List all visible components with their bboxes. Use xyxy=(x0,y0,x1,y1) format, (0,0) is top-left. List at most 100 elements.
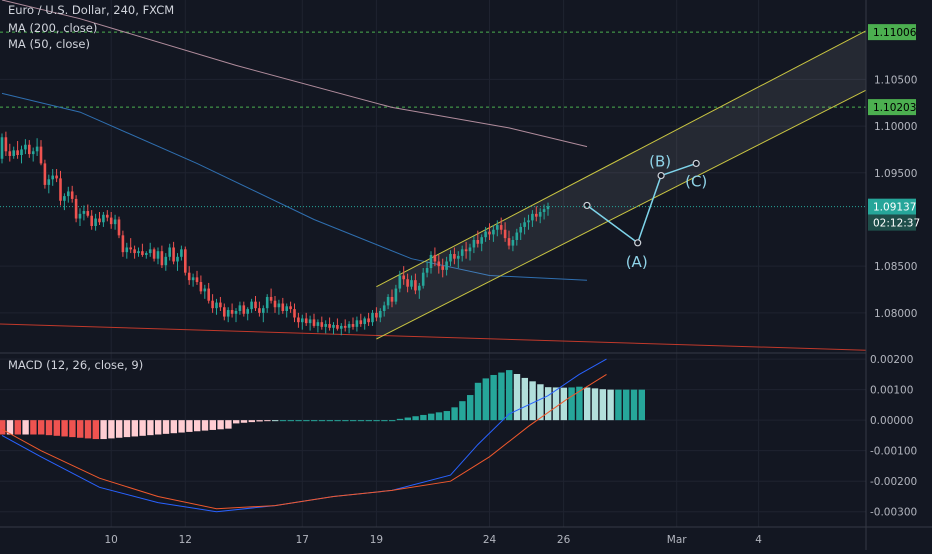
macd-histogram-bar xyxy=(194,420,201,432)
macd-tick-label: 0.00100 xyxy=(870,385,913,397)
candle-body xyxy=(336,324,339,329)
candle-body xyxy=(254,301,257,309)
macd-histogram-bar xyxy=(61,420,68,437)
macd-histogram-bar xyxy=(6,420,14,435)
macd-histogram-bar xyxy=(162,420,170,434)
candle-body xyxy=(20,149,23,156)
level-price-tag xyxy=(868,24,916,41)
candle-body xyxy=(546,206,550,210)
macd-histogram-bar xyxy=(615,389,622,421)
price-tick-label: 1.10500 xyxy=(874,74,917,86)
macd-histogram-bar xyxy=(607,389,614,421)
candle-body xyxy=(351,324,355,327)
macd-histogram-bar xyxy=(365,420,372,422)
candle-body xyxy=(207,288,210,301)
candle-body xyxy=(453,254,456,259)
candle-body xyxy=(137,251,140,254)
macd-histogram-bar xyxy=(568,387,575,421)
time-tick-label: 26 xyxy=(557,534,571,546)
macd-histogram-bar xyxy=(545,387,552,421)
candle-body xyxy=(496,225,499,230)
macd-histogram-bar xyxy=(45,420,53,436)
wave-projection-line xyxy=(586,162,697,245)
candle-body xyxy=(425,268,429,273)
macd-histogram-bar xyxy=(498,372,505,421)
macd-histogram-bar xyxy=(404,417,411,421)
candle-body xyxy=(312,319,316,326)
macd-histogram-bar xyxy=(170,420,177,434)
macd-histogram-bar xyxy=(92,420,99,440)
candle-body xyxy=(297,317,300,323)
countdown-tag-text: 02:12:37 xyxy=(873,218,920,230)
candle-body xyxy=(538,211,542,217)
candle-body xyxy=(375,312,378,318)
ma200-legend[interactable]: MA (200, close) xyxy=(8,21,98,35)
macd-histogram-bar xyxy=(420,414,427,421)
axis-labels: 1.10500 1.10000 1.09500 1.08500 1.08000 0.002… xyxy=(105,24,920,546)
symbol-legend[interactable]: Euro / U.S. Dollar, 240, FXCM xyxy=(8,3,175,17)
macd-tick-label: -0.00100 xyxy=(870,446,917,458)
candle-body xyxy=(542,209,546,212)
candle-body xyxy=(523,222,526,227)
macd-histogram-bar xyxy=(201,420,209,431)
time-tick-label: Mar xyxy=(667,534,687,546)
candle-body xyxy=(125,247,129,253)
macd-histogram-bar xyxy=(225,420,232,429)
candle-body xyxy=(55,175,58,179)
candle-body xyxy=(121,235,125,253)
macd-histogram-bar xyxy=(69,420,76,438)
macd-histogram-bar xyxy=(482,378,489,421)
macd-histogram-bar xyxy=(342,420,349,422)
last-price-tag xyxy=(868,198,916,215)
wave-label-b: (B) xyxy=(649,153,671,171)
macd-histogram-bar xyxy=(552,387,560,421)
macd-histogram-bar xyxy=(357,420,365,422)
candle-body xyxy=(484,231,487,238)
candle-body xyxy=(386,296,390,306)
candle-body xyxy=(215,302,218,309)
candle-body xyxy=(74,198,78,219)
macd-histogram-bar xyxy=(14,420,21,435)
candle-body xyxy=(519,226,522,233)
candle-body xyxy=(347,324,351,328)
macd-tick-label: 0.00000 xyxy=(870,415,913,427)
candle-body xyxy=(250,301,253,310)
candle-body xyxy=(379,310,382,318)
candle-body xyxy=(511,240,515,246)
macd-histogram-bar xyxy=(272,420,279,422)
candle-body xyxy=(168,247,171,257)
candle-body xyxy=(109,217,113,225)
candle-body xyxy=(433,254,437,262)
candle-body xyxy=(367,318,370,323)
macd-histogram-bar xyxy=(311,420,318,422)
candle-body xyxy=(445,261,448,270)
candle-body xyxy=(141,251,144,255)
candle-body xyxy=(117,219,121,236)
candle-body xyxy=(492,229,495,235)
macd-tick-label: 0.00200 xyxy=(870,354,913,366)
candle-body xyxy=(390,296,394,302)
candle-body xyxy=(82,211,86,214)
macd-histogram-bar xyxy=(147,420,154,436)
macd-histogram-bar xyxy=(38,420,45,435)
macd-histogram-bar xyxy=(521,377,528,421)
candle-body xyxy=(429,254,433,269)
macd-histogram-bar xyxy=(30,420,37,435)
candle-body xyxy=(285,306,288,311)
candle-body xyxy=(398,275,402,289)
ma50-legend[interactable]: MA (50, close) xyxy=(8,37,90,51)
level-price-tag xyxy=(868,99,916,116)
candle-body xyxy=(156,251,160,259)
candle-body xyxy=(35,146,39,152)
macd-histogram-bar xyxy=(373,420,380,422)
candle-body xyxy=(418,285,421,291)
candle-body xyxy=(16,150,19,156)
candle-body xyxy=(0,137,4,159)
candle-body xyxy=(503,229,507,239)
macd-legend[interactable]: MACD (12, 26, close, 9) xyxy=(8,358,144,372)
candle-body xyxy=(187,272,191,281)
macd-histogram-bar xyxy=(22,420,29,435)
candle-body xyxy=(355,320,359,327)
